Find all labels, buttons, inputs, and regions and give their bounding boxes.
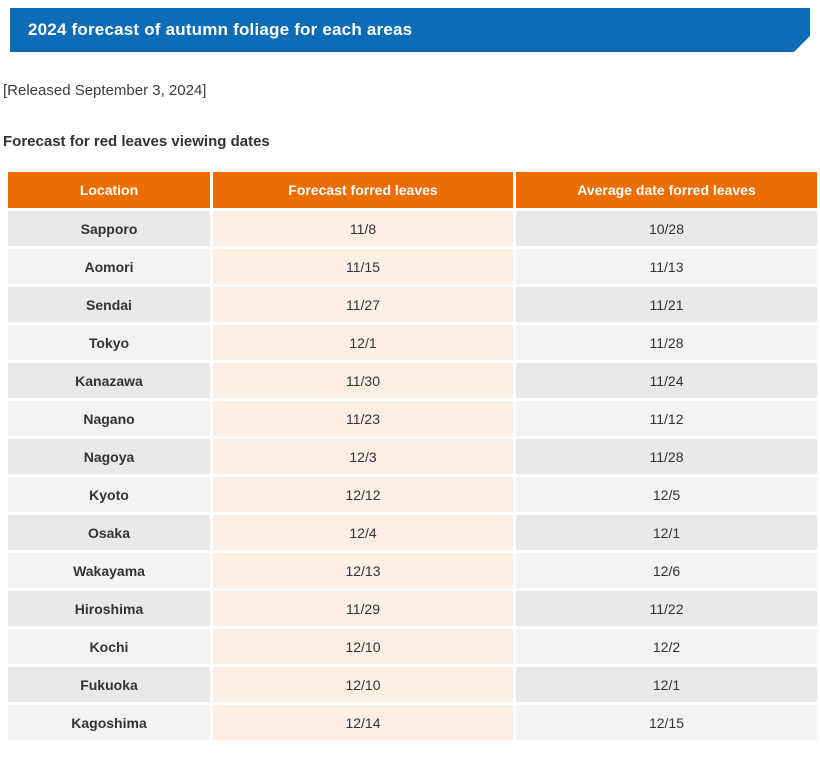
- table-row: Osaka 12/4 12/1: [8, 515, 817, 550]
- forecast-cell: 12/14: [213, 705, 513, 740]
- forecast-cell: 12/1: [213, 325, 513, 360]
- location-cell: Kanazawa: [8, 363, 210, 398]
- section-title: Forecast for red leaves viewing dates: [3, 133, 270, 150]
- average-cell: 12/1: [516, 515, 817, 550]
- table-row: Sendai 11/27 11/21: [8, 287, 817, 322]
- location-cell: Osaka: [8, 515, 210, 550]
- table-row: Aomori 11/15 11/13: [8, 249, 817, 284]
- location-cell: Tokyo: [8, 325, 210, 360]
- location-cell: Aomori: [8, 249, 210, 284]
- location-cell: Hiroshima: [8, 591, 210, 626]
- table-row: Sapporo 11/8 10/28: [8, 211, 817, 246]
- average-cell: 11/28: [516, 325, 817, 360]
- forecast-cell: 12/3: [213, 439, 513, 474]
- average-cell: 12/2: [516, 629, 817, 664]
- forecast-cell: 11/27: [213, 287, 513, 322]
- location-cell: Kochi: [8, 629, 210, 664]
- header-forecast: Forecast forred leaves: [213, 172, 513, 208]
- table-row: Nagoya 12/3 11/28: [8, 439, 817, 474]
- table-row: Kagoshima 12/14 12/15: [8, 705, 817, 740]
- average-cell: 12/15: [516, 705, 817, 740]
- average-cell: 11/22: [516, 591, 817, 626]
- forecast-cell: 12/12: [213, 477, 513, 512]
- location-cell: Nagano: [8, 401, 210, 436]
- location-cell: Sendai: [8, 287, 210, 322]
- average-cell: 11/21: [516, 287, 817, 322]
- average-cell: 12/6: [516, 553, 817, 588]
- location-cell: Kagoshima: [8, 705, 210, 740]
- header-average: Average date forred leaves: [516, 172, 817, 208]
- forecast-cell: 11/8: [213, 211, 513, 246]
- forecast-cell: 11/23: [213, 401, 513, 436]
- average-cell: 11/12: [516, 401, 817, 436]
- table-row: Kyoto 12/12 12/5: [8, 477, 817, 512]
- table-row: Kanazawa 11/30 11/24: [8, 363, 817, 398]
- forecast-cell: 11/15: [213, 249, 513, 284]
- average-cell: 11/28: [516, 439, 817, 474]
- table-row: Nagano 11/23 11/12: [8, 401, 817, 436]
- average-cell: 10/28: [516, 211, 817, 246]
- table-row: Tokyo 12/1 11/28: [8, 325, 817, 360]
- average-cell: 11/24: [516, 363, 817, 398]
- table-row: Wakayama 12/13 12/6: [8, 553, 817, 588]
- forecast-cell: 12/10: [213, 667, 513, 702]
- location-cell: Wakayama: [8, 553, 210, 588]
- release-date-line: [Released September 3, 2024]: [3, 82, 207, 99]
- forecast-cell: 12/10: [213, 629, 513, 664]
- location-cell: Kyoto: [8, 477, 210, 512]
- table-body: Sapporo 11/8 10/28 Aomori 11/15 11/13 Se…: [8, 211, 817, 740]
- table-row: Fukuoka 12/10 12/1: [8, 667, 817, 702]
- title-banner: 2024 forecast of autumn foliage for each…: [10, 8, 810, 52]
- location-cell: Sapporo: [8, 211, 210, 246]
- header-location: Location: [8, 172, 210, 208]
- forecast-cell: 11/30: [213, 363, 513, 398]
- table-row: Kochi 12/10 12/2: [8, 629, 817, 664]
- forecast-table: Location Forecast forred leaves Average …: [8, 172, 817, 740]
- location-cell: Nagoya: [8, 439, 210, 474]
- table-row: Hiroshima 11/29 11/22: [8, 591, 817, 626]
- forecast-cell: 11/29: [213, 591, 513, 626]
- location-cell: Fukuoka: [8, 667, 210, 702]
- forecast-cell: 12/4: [213, 515, 513, 550]
- forecast-cell: 12/13: [213, 553, 513, 588]
- page-title: 2024 forecast of autumn foliage for each…: [28, 20, 413, 39]
- average-cell: 12/5: [516, 477, 817, 512]
- average-cell: 11/13: [516, 249, 817, 284]
- table-header-row: Location Forecast forred leaves Average …: [8, 172, 817, 208]
- average-cell: 12/1: [516, 667, 817, 702]
